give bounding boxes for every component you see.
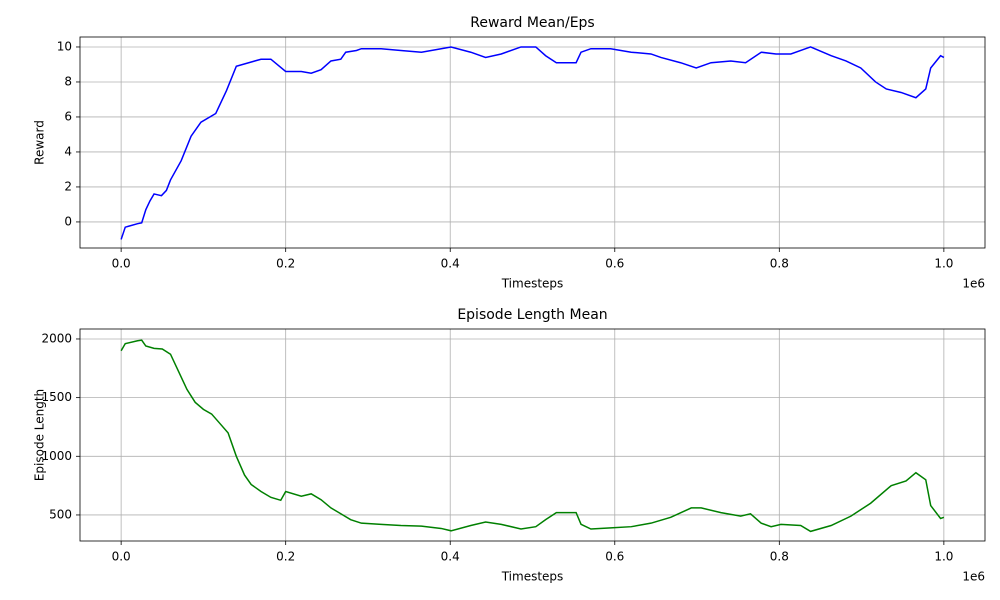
y-tick-label: 0 (64, 214, 72, 228)
x-tick-label: 0.6 (605, 550, 624, 564)
line (120, 46, 945, 240)
y-tick-label: 2000 (41, 331, 72, 345)
chart-title: Episode Length Mean (457, 307, 607, 323)
x-tick-label: 0.0 (112, 257, 131, 271)
line (120, 339, 945, 533)
chart-title: Reward Mean/Eps (470, 15, 594, 31)
x-offset-label: 1e6 (962, 570, 985, 584)
y-tick-label: 8 (64, 74, 72, 88)
x-tick-label: 1.0 (934, 550, 953, 564)
x-tick-label: 0.2 (276, 257, 295, 271)
x-axis-label: Timesteps (501, 277, 564, 291)
x-tick-label: 0.8 (770, 550, 789, 564)
y-tick-label: 10 (57, 39, 72, 53)
x-tick-label: 0.4 (441, 550, 460, 564)
x-tick-label: 0.6 (605, 257, 624, 271)
y-tick-label: 2 (64, 179, 72, 193)
x-axis-label: Timesteps (501, 570, 564, 584)
y-tick-label: 4 (64, 144, 72, 158)
axes-frame (79, 328, 986, 542)
y-tick-label: 6 (64, 109, 72, 123)
x-tick-label: 1.0 (934, 257, 953, 271)
x-tick-label: 0.2 (276, 550, 295, 564)
x-tick-label: 0.0 (112, 550, 131, 564)
x-offset-label: 1e6 (962, 277, 985, 291)
y-tick-label: 1500 (41, 390, 72, 404)
x-tick-label: 0.8 (770, 257, 789, 271)
y-tick-label: 1000 (41, 449, 72, 463)
y-axis-label: Reward (33, 120, 47, 165)
x-tick-label: 0.4 (441, 257, 460, 271)
y-tick-label: 500 (49, 507, 72, 521)
axes-frame (79, 36, 986, 249)
y-axis-label: Episode Length (33, 389, 47, 481)
